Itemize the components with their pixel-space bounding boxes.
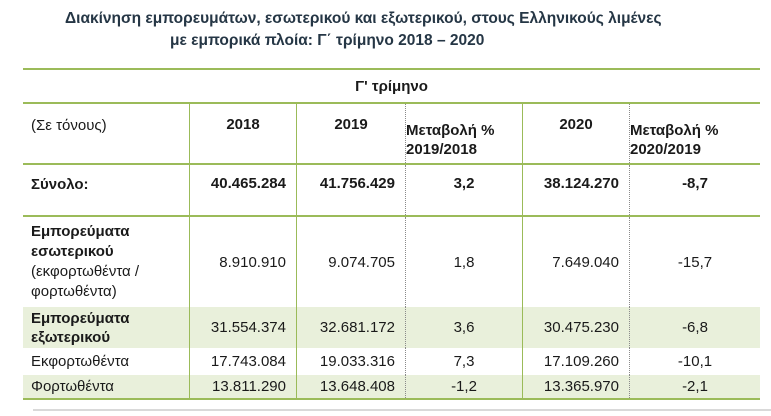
row-loaded: Φορτωθέντα 13.811.290 13.648.408 -1,2 13… xyxy=(23,375,760,400)
value-cell: 3,2 xyxy=(406,165,523,215)
row-label: Σύνολο: xyxy=(23,165,190,215)
value-cell: 7.649.040 xyxy=(523,217,630,307)
value-cell: 17.109.260 xyxy=(523,348,630,375)
row-label: Εμπορεύματα εξωτερικού xyxy=(23,307,190,348)
row-label: Εμπορεύματα εσωτερικού (εκφορτωθέντα / φ… xyxy=(23,217,190,307)
column-header-units: (Σε τόνους) xyxy=(23,104,190,163)
value-cell: 13.811.290 xyxy=(190,375,297,398)
value-cell: 40.465.284 xyxy=(190,165,297,215)
value-cell: 17.743.084 xyxy=(190,348,297,375)
quarter-header-label: Γ' τρίμηνο xyxy=(355,77,428,95)
column-header-change-2020-2019: Μεταβολή % 2020/2019 xyxy=(630,121,719,158)
column-header-row: (Σε τόνους) 2018 2019 Μεταβολή % 2019/20… xyxy=(23,104,760,165)
quarter-header-row: Γ' τρίμηνο xyxy=(23,70,760,104)
column-header-change-2019-2018: Μεταβολή % 2019/2018 xyxy=(406,104,523,163)
row-unloaded: Εκφορτωθέντα 17.743.084 19.033.316 7,3 1… xyxy=(23,348,760,375)
value-cell: 38.124.270 xyxy=(523,165,630,215)
column-header-2018: 2018 xyxy=(190,104,297,163)
cargo-table: Γ' τρίμηνο (Σε τόνους) 2018 2019 Μεταβολ… xyxy=(23,68,760,400)
row-international-goods: Εμπορεύματα εξωτερικού 31.554.374 32.681… xyxy=(23,307,760,348)
value-cell: 13.365.970 xyxy=(523,375,630,398)
value-cell: 30.475.230 xyxy=(523,307,630,348)
value-cell: 13.648.408 xyxy=(297,375,406,398)
row-label: Εκφορτωθέντα xyxy=(23,348,190,375)
value-cell: 1,8 xyxy=(406,217,523,307)
value-cell: 8.910.910 xyxy=(190,217,297,307)
column-header-2020: 2020 xyxy=(523,104,630,163)
column-header-2019: 2019 xyxy=(297,104,406,163)
value-cell: -10,1 xyxy=(677,353,713,370)
page-title-line-1: Διακίνηση εμπορευμάτων, εσωτερικού και ε… xyxy=(65,10,662,27)
value-cell: 9.074.705 xyxy=(297,217,406,307)
value-cell: 19.033.316 xyxy=(297,348,406,375)
row-total: Σύνολο: 40.465.284 41.756.429 3,2 38.124… xyxy=(23,165,760,217)
value-cell: 41.756.429 xyxy=(297,165,406,215)
value-cell: 32.681.172 xyxy=(297,307,406,348)
value-cell: -1,2 xyxy=(406,375,523,398)
value-cell: 3,6 xyxy=(406,307,523,348)
page-divider-line xyxy=(33,409,771,411)
value-cell: 7,3 xyxy=(406,348,523,375)
value-cell: -6,8 xyxy=(682,319,708,336)
row-label: Φορτωθέντα xyxy=(23,375,190,398)
value-cell: -2,1 xyxy=(682,378,708,395)
value-cell: 31.554.374 xyxy=(190,307,297,348)
page-title: Διακίνηση εμπορευμάτων, εσωτερικού και ε… xyxy=(0,8,771,52)
page-title-line-2: με εμπορικά πλοία: Γ΄ τρίμηνο 2018 – 202… xyxy=(170,32,485,49)
row-domestic-goods: Εμπορεύματα εσωτερικού (εκφορτωθέντα / φ… xyxy=(23,217,760,307)
value-cell: -8,7 xyxy=(682,175,708,192)
value-cell: -15,7 xyxy=(677,253,713,271)
